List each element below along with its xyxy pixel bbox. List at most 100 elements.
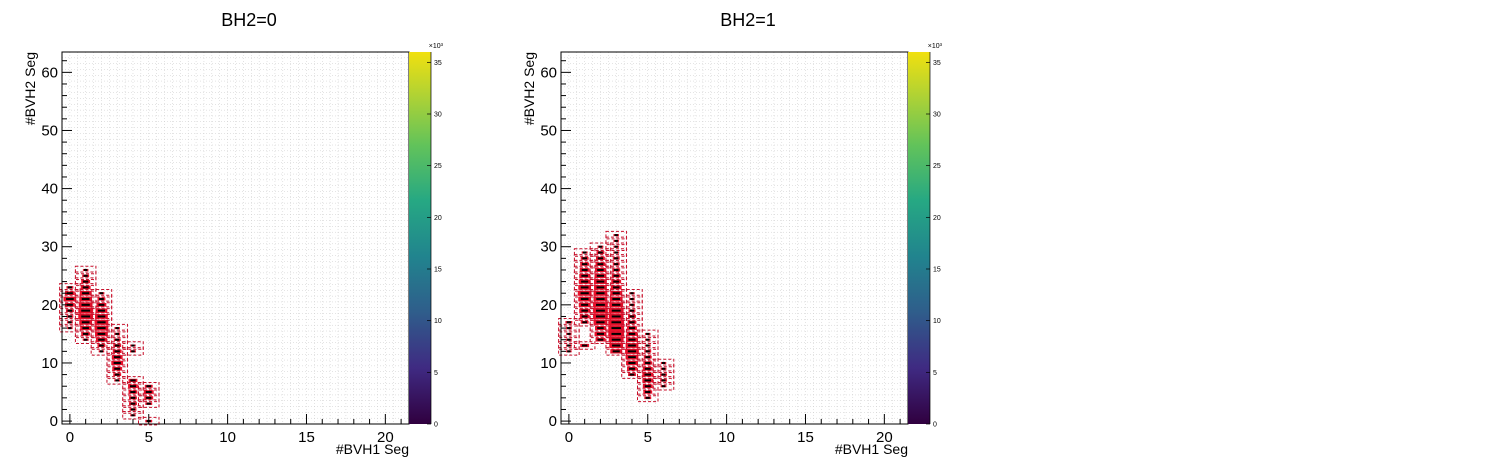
histogram-bin: [137, 393, 160, 403]
bin-outline: [589, 259, 612, 269]
bin-mark: [629, 373, 635, 376]
bin-outline: [573, 312, 596, 321]
histogram-bin: [106, 376, 128, 385]
x-tick-label: 0: [66, 429, 74, 446]
histogram-bin: [636, 381, 659, 391]
bin-outline: [74, 329, 97, 339]
bin-mark: [97, 309, 105, 312]
bin-mark: [130, 408, 136, 411]
bin-mark: [612, 286, 620, 289]
bin-mark: [661, 379, 666, 382]
bin-mark: [645, 356, 651, 359]
axes: 0 5 10 15 20 0 10 20 30 40 50 60: [41, 60, 402, 446]
bin-mark: [614, 234, 618, 237]
bin-outline: [605, 288, 627, 298]
bin-mark: [582, 251, 587, 254]
histogram-bin: [605, 341, 627, 350]
color-scale-tick-label: 35: [933, 60, 941, 67]
bin-mark: [99, 298, 104, 301]
bin-mark: [146, 385, 152, 388]
bin-outline: [605, 248, 627, 257]
histogram-bin: [558, 347, 580, 356]
bin-mark: [628, 356, 636, 359]
bin-outline: [573, 271, 596, 281]
histogram-bin: [636, 376, 659, 385]
x-tick-label: 20: [876, 429, 893, 446]
histogram-bin: [59, 306, 81, 315]
bin-outline: [636, 347, 659, 356]
bin-mark: [661, 361, 666, 364]
bin-mark: [81, 315, 91, 318]
bin-mark: [661, 373, 666, 376]
bin-mark: [581, 309, 588, 312]
bin-mark: [82, 332, 89, 335]
bin-mark: [130, 379, 136, 382]
histogram-bin: [106, 323, 128, 333]
bin-mark: [581, 303, 589, 306]
histogram-bin: [636, 335, 659, 344]
bin-outline: [589, 265, 612, 275]
histogram-bin: [573, 271, 596, 281]
histogram-bin: [106, 335, 128, 344]
bin-mark: [614, 263, 619, 266]
histogram-bin: [605, 288, 627, 298]
bin-outline: [605, 259, 627, 269]
bin-mark: [628, 361, 636, 364]
bin-outline: [589, 271, 612, 281]
histogram-bin: [573, 341, 596, 350]
bin-mark: [630, 303, 634, 306]
histogram-bin: [605, 312, 627, 321]
histogram-bin: [621, 335, 643, 344]
color-scale-tick-label: 0: [434, 422, 438, 429]
histogram-bin: [106, 370, 128, 379]
bin-outline: [636, 352, 659, 362]
histogram-bin: [74, 306, 97, 315]
color-scale-tick-label: 5: [434, 370, 438, 377]
bin-outline: [122, 405, 144, 414]
x-tick-label: 5: [644, 429, 652, 446]
bin-mark: [567, 332, 571, 335]
histogram-bin: [621, 288, 643, 298]
bin-mark: [645, 391, 651, 394]
histogram-bin: [636, 358, 659, 368]
bin-outline: [137, 393, 160, 403]
bin-mark: [598, 245, 603, 248]
histogram-bin: [605, 248, 627, 257]
histogram-bin: [605, 259, 627, 269]
histogram-bin: [59, 294, 81, 304]
bin-mark: [97, 315, 106, 318]
x-axis-label: #BVH1 Seg: [835, 441, 908, 457]
histogram-bin: [636, 393, 659, 403]
histogram-bin: [652, 364, 675, 374]
bin-outline: [122, 347, 144, 356]
histogram-bin: [74, 288, 97, 298]
histogram-bin: [90, 341, 113, 350]
color-scale-ticks: 0 5 10 15 20 25 30 35: [926, 52, 941, 429]
bin-outline: [573, 248, 596, 257]
histogram-bin: [74, 312, 97, 321]
color-scale-bar: [908, 52, 930, 424]
bin-outline: [122, 341, 144, 350]
bin-outline: [74, 288, 97, 298]
bin-mark: [115, 327, 119, 330]
bin-outline: [106, 323, 128, 333]
bin-outline: [137, 387, 160, 397]
bin-outline: [605, 271, 627, 281]
histogram-bin: [621, 300, 643, 310]
histogram-bin: [59, 318, 81, 327]
bin-mark: [596, 321, 605, 324]
bin-outline: [636, 335, 659, 344]
bin-outline: [137, 381, 160, 391]
bin-mark: [567, 327, 571, 330]
bin-outline: [59, 288, 81, 298]
histogram-bin: [137, 399, 160, 408]
histogram-bin: [122, 405, 144, 414]
bin-mark: [81, 303, 90, 306]
bin-mark: [98, 303, 105, 306]
bin-mark: [81, 321, 90, 324]
bin-mark: [614, 251, 618, 254]
y-tick-label: 30: [540, 239, 557, 256]
histogram-bin: [589, 306, 612, 315]
y-tick-label: 50: [540, 122, 557, 139]
